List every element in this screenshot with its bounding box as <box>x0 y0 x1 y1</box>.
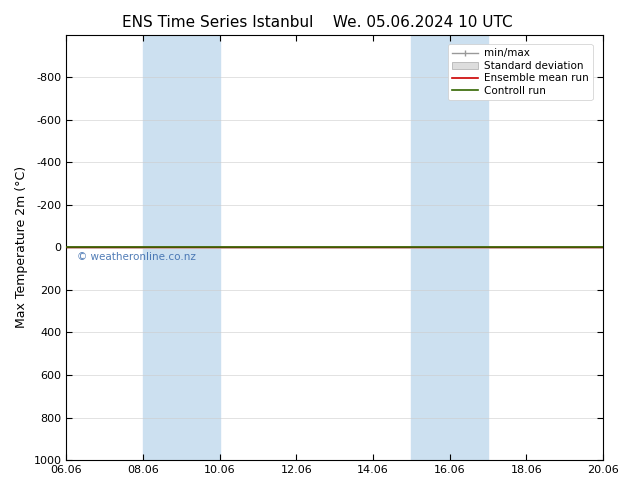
Legend: min/max, Standard deviation, Ensemble mean run, Controll run: min/max, Standard deviation, Ensemble me… <box>448 44 593 100</box>
Text: ENS Time Series Istanbul    We. 05.06.2024 10 UTC: ENS Time Series Istanbul We. 05.06.2024 … <box>122 15 512 30</box>
Y-axis label: Max Temperature 2m (°C): Max Temperature 2m (°C) <box>15 166 28 328</box>
Bar <box>143 35 220 460</box>
Bar <box>411 35 488 460</box>
Text: © weatheronline.co.nz: © weatheronline.co.nz <box>77 252 196 262</box>
